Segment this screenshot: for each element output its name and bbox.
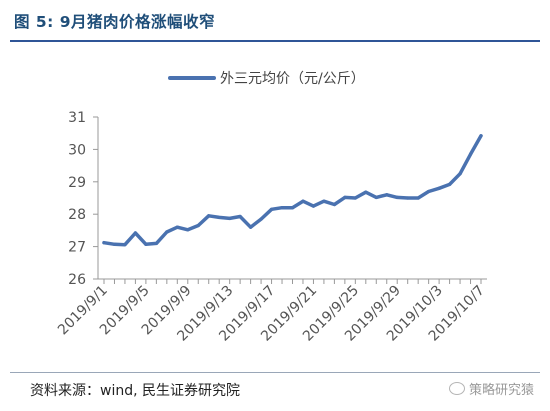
data-point <box>144 242 148 246</box>
data-point <box>249 225 253 229</box>
data-point <box>217 215 221 220</box>
data-point <box>416 196 420 200</box>
chart-axes <box>97 117 487 280</box>
title-divider <box>10 40 540 42</box>
data-point <box>447 182 452 186</box>
data-point <box>112 242 117 246</box>
data-point <box>228 216 232 221</box>
watermark-text: 策略研究猿 <box>468 383 534 398</box>
y-tick-label: 31 <box>68 110 86 126</box>
source-divider <box>10 372 540 373</box>
data-point <box>102 241 106 245</box>
data-point <box>154 241 158 245</box>
data-point <box>374 195 378 199</box>
data-point <box>165 230 169 234</box>
series-line-0 <box>102 134 483 247</box>
data-point <box>259 217 263 221</box>
data-point <box>343 195 347 199</box>
watermark: 策略研究猿 <box>448 379 534 398</box>
chart-legend: 外三元均价（元/公斤） <box>168 71 365 87</box>
data-point <box>301 199 305 203</box>
source-note: 资料来源：wind, 民生证券研究院 <box>30 383 240 399</box>
data-point <box>458 172 462 176</box>
data-point <box>395 195 399 199</box>
data-point <box>385 193 389 197</box>
y-tick-label: 26 <box>68 272 86 288</box>
legend-label: 外三元均价（元/公斤） <box>220 71 365 87</box>
data-point <box>290 206 295 210</box>
data-point <box>196 223 200 228</box>
wechat-icon <box>448 382 465 395</box>
data-point <box>186 228 190 232</box>
data-point <box>238 214 242 219</box>
data-point <box>353 196 357 200</box>
y-axis-ticks: 26 27 28 29 30 31 <box>68 110 98 288</box>
y-tick-label: 27 <box>68 240 86 256</box>
data-point <box>123 243 127 247</box>
data-point <box>280 206 284 210</box>
data-point <box>364 190 368 194</box>
data-point <box>175 225 179 229</box>
figure-title: 图 5: 9月猪肉价格涨幅收窄 <box>14 13 216 31</box>
y-tick-label: 29 <box>68 175 86 191</box>
data-point <box>311 204 316 208</box>
data-point <box>479 134 483 138</box>
data-point <box>133 231 138 235</box>
x-axis-ticks: 2019/9/12019/9/52019/9/92019/9/132019/9/… <box>55 279 488 345</box>
data-point <box>406 196 410 200</box>
data-point <box>322 199 326 203</box>
data-point <box>427 189 431 194</box>
y-tick-label: 28 <box>68 207 86 223</box>
y-tick-label: 30 <box>68 142 86 158</box>
line-chart: 外三元均价（元/公斤） 26 27 28 29 30 31 2019/9/12019/9/… <box>55 71 488 345</box>
data-point <box>269 207 274 211</box>
data-point <box>207 214 211 218</box>
data-point <box>437 186 441 190</box>
chart-series <box>102 134 483 247</box>
data-point <box>468 152 473 156</box>
data-point <box>332 202 336 207</box>
